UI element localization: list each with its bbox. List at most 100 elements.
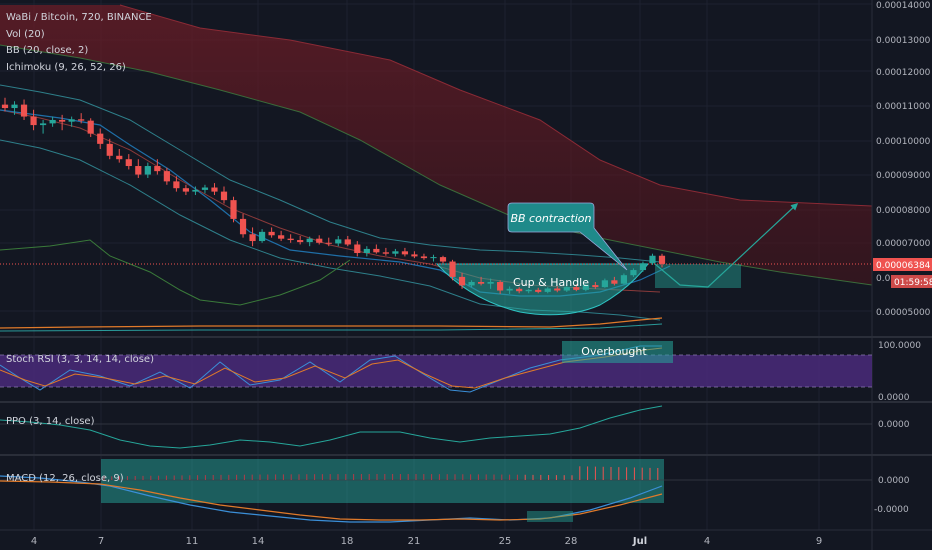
symbol-title[interactable]: WaBi / Bitcoin, 720, BINANCE [6, 12, 152, 23]
candle-down[interactable] [297, 240, 304, 243]
stoch-tick-100: 100.0000 [878, 341, 921, 351]
candle-down[interactable] [411, 254, 418, 257]
candle-down[interactable] [573, 287, 580, 290]
stoch-label[interactable]: Stoch RSI (3, 3, 14, 14, close) [6, 354, 154, 365]
candle-down[interactable] [458, 276, 466, 286]
candle-down[interactable] [135, 166, 142, 175]
candle-down[interactable] [116, 155, 123, 160]
candle-up[interactable] [335, 239, 342, 244]
candle-down[interactable] [592, 285, 599, 288]
candle-up[interactable] [192, 189, 199, 192]
ppo-tick-0: 0.0000 [878, 420, 910, 430]
indicator-ichimoku[interactable]: Ichimoku (9, 26, 52, 26) [6, 62, 126, 73]
candle-up[interactable] [68, 119, 75, 122]
candle-up[interactable] [258, 231, 266, 242]
candle-down[interactable] [354, 244, 361, 254]
candle-down[interactable] [106, 143, 113, 156]
cup-handle-shape [435, 263, 650, 316]
candle-up[interactable] [487, 282, 494, 284]
candle-down[interactable] [125, 159, 132, 167]
candle-up[interactable] [144, 166, 151, 175]
candle-down[interactable] [316, 238, 323, 243]
ppo-label[interactable]: PPO (3, 14, close) [6, 416, 95, 427]
current-price-tag [873, 258, 932, 271]
volume-floor [0, 323, 663, 332]
candle-down[interactable] [1, 104, 9, 109]
macd-highlight [101, 459, 664, 503]
candle-up[interactable] [363, 248, 370, 254]
indicator-bb[interactable]: BB (20, close, 2) [6, 45, 88, 56]
candle-down[interactable] [449, 261, 456, 277]
candle-up[interactable] [544, 288, 551, 292]
price-tick: 0.00005000 [876, 308, 931, 318]
candle-down[interactable] [554, 288, 561, 291]
candle-down[interactable] [163, 171, 170, 182]
macd-tick-neg: -0.0000 [874, 505, 909, 515]
candle-down[interactable] [516, 288, 523, 292]
candle-down[interactable] [535, 289, 542, 292]
candle-up[interactable] [392, 251, 399, 254]
candle-down[interactable] [344, 239, 351, 245]
price-tick: 0.00011000 [876, 102, 931, 112]
indicator-vol[interactable]: Vol (20) [6, 29, 45, 40]
candle-down[interactable] [278, 235, 285, 239]
macd-label[interactable]: MACD (12, 26, close, 9) [6, 473, 124, 484]
time-axis[interactable]: 4 7 11 14 18 21 25 28 Jul 4 9 [31, 536, 822, 547]
candle-down[interactable] [20, 104, 28, 117]
candle-down[interactable] [220, 191, 228, 201]
candle-down[interactable] [230, 200, 237, 219]
candle-down[interactable] [173, 181, 180, 189]
candle-down[interactable] [268, 231, 275, 236]
candle-down[interactable] [373, 248, 380, 253]
stoch-tick-0: 0.0000 [878, 393, 910, 403]
candle-down[interactable] [87, 120, 94, 134]
candles [1, 97, 666, 294]
candle-down[interactable] [239, 218, 247, 235]
candle-up[interactable] [39, 123, 47, 126]
price-axis[interactable]: 0.00014000 0.00013000 0.00012000 0.00011… [876, 1, 931, 318]
candle-down[interactable] [154, 166, 161, 172]
candle-up[interactable] [468, 282, 475, 286]
candle-down[interactable] [78, 119, 85, 121]
candle-up[interactable] [306, 238, 313, 243]
candle-down[interactable] [182, 188, 190, 192]
ppo-line [0, 405, 663, 449]
candle-up[interactable] [582, 285, 589, 290]
candle-down[interactable] [30, 116, 37, 126]
candle-up[interactable] [430, 257, 437, 259]
candle-down[interactable] [497, 282, 504, 291]
candle-down[interactable] [287, 238, 294, 241]
candle-down[interactable] [420, 256, 428, 259]
ichimoku-cloud [0, 5, 872, 285]
candle-down[interactable] [401, 251, 409, 255]
bb-upper [0, 84, 661, 263]
candle-down[interactable] [611, 280, 618, 284]
candle-up[interactable] [649, 255, 656, 264]
candle-down[interactable] [382, 252, 389, 254]
candle-down[interactable] [658, 255, 666, 264]
candle-up[interactable] [563, 287, 570, 291]
price-tick: 0.00010000 [876, 137, 931, 147]
time-tick: 28 [565, 536, 578, 547]
candle-up[interactable] [630, 270, 637, 276]
candle-up[interactable] [620, 275, 628, 284]
volume-ma [0, 317, 663, 329]
candle-down[interactable] [59, 119, 66, 122]
candle-down[interactable] [439, 257, 447, 262]
candle-down[interactable] [249, 234, 256, 242]
candle-up[interactable] [601, 280, 608, 288]
candle-up[interactable] [639, 263, 647, 271]
candle-down[interactable] [325, 242, 332, 244]
candle-down[interactable] [97, 133, 104, 144]
candle-down[interactable] [477, 282, 485, 284]
price-tick: 0.00008000 [876, 206, 931, 216]
cup-handle-text: Cup & Handle [513, 276, 589, 289]
candle-up[interactable] [201, 187, 209, 190]
candle-up[interactable] [11, 104, 18, 109]
time-tick: 7 [98, 536, 104, 547]
candle-up[interactable] [49, 119, 56, 124]
candle-up[interactable] [525, 289, 532, 292]
candle-down[interactable] [211, 187, 218, 192]
candle-up[interactable] [506, 288, 513, 291]
